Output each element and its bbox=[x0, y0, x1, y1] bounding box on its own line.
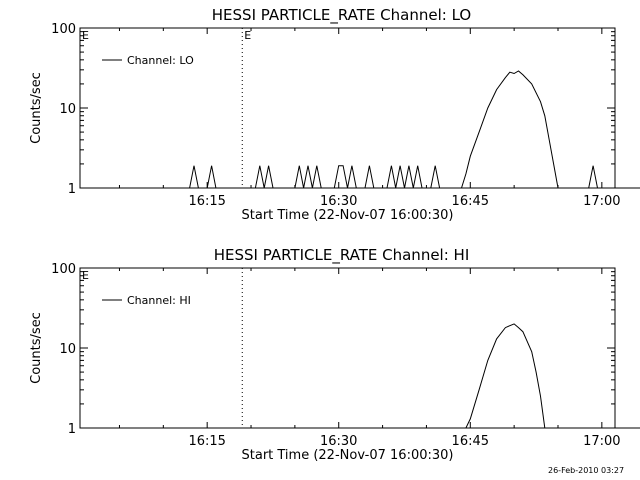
panel-2-x-tick-label: 16:45 bbox=[452, 434, 489, 449]
panel-1-y-tick-label: 1 bbox=[68, 182, 76, 197]
panel-1-chart-title: HESSI PARTICLE_RATE Channel: LO bbox=[212, 6, 471, 25]
panel-2-x-axis-label: Start Time (22-Nov-07 16:00:30) bbox=[242, 448, 454, 463]
panel-1-x-axis-label: Start Time (22-Nov-07 16:00:30) bbox=[242, 208, 454, 223]
panel-2-series-line bbox=[80, 323, 640, 429]
panel-1-x-tick-label: 16:45 bbox=[452, 194, 489, 209]
panel-2-x-tick-label: 16:30 bbox=[320, 434, 357, 449]
panel-1-y-tick-label: 10 bbox=[59, 102, 76, 117]
panel-2-chart-title: HESSI PARTICLE_RATE Channel: HI bbox=[214, 246, 470, 265]
panel-2-y-tick-label: 1 bbox=[68, 422, 76, 437]
panel-2-plot-frame bbox=[79, 267, 616, 429]
panel-1-corner-label: E bbox=[82, 29, 89, 42]
timestamp-label: 26-Feb-2010 03:27 bbox=[548, 466, 625, 475]
panel-1-x-tick-label: 16:15 bbox=[188, 194, 225, 209]
panel-1-y-axis-label: Counts/sec bbox=[29, 72, 44, 144]
panel-2-y-axis-label: Counts/sec bbox=[29, 312, 44, 384]
panel-2-x-tick-label: 16:15 bbox=[188, 434, 225, 449]
panel-1-marker-label: E bbox=[244, 29, 251, 42]
panel-2-corner-label: E bbox=[82, 269, 89, 282]
panel-2-legend-label: Channel: HI bbox=[127, 294, 191, 307]
panel-1-x-tick-label: 16:30 bbox=[320, 194, 357, 209]
panel-2-x-tick-label: 17:00 bbox=[583, 434, 620, 449]
panel-2-y-tick-label: 100 bbox=[51, 262, 76, 277]
panel-1-series-line bbox=[80, 70, 640, 189]
panel-1-x-tick-label: 17:00 bbox=[583, 194, 620, 209]
panel-1-y-tick-label: 100 bbox=[51, 22, 76, 37]
panel-1-plot-frame bbox=[79, 27, 616, 189]
panel-2-y-tick-label: 10 bbox=[59, 342, 76, 357]
panel-1-legend-label: Channel: LO bbox=[127, 54, 194, 67]
